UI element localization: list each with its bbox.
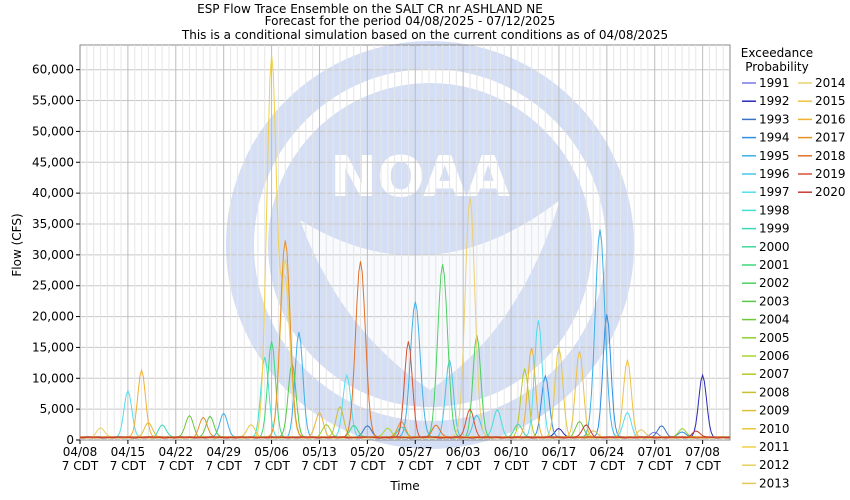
legend-label-2001: 2001: [759, 258, 790, 272]
x-tick-time: 7 CDT: [62, 459, 99, 473]
legend-label-2011: 2011: [759, 440, 790, 454]
plot-area: [79, 44, 731, 441]
legend-label-1996: 1996: [759, 167, 790, 181]
legend-label-1997: 1997: [759, 185, 790, 199]
x-tick-date: 06/10: [494, 445, 529, 459]
x-tick-date: 05/06: [254, 445, 289, 459]
chart-title: ESP Flow Trace Ensemble on the SALT CR n…: [197, 2, 543, 16]
legend-label-2009: 2009: [759, 404, 790, 418]
x-tick-time: 7 CDT: [349, 459, 386, 473]
x-tick-date: 07/01: [637, 445, 672, 459]
y-tick-label: 15,000: [32, 340, 74, 354]
x-tick-date: 05/20: [350, 445, 385, 459]
legend-label-1999: 1999: [759, 222, 790, 236]
legend-label-2015: 2015: [815, 94, 846, 108]
x-tick-time: 7 CDT: [397, 459, 434, 473]
legend-label-2016: 2016: [815, 112, 846, 126]
legend: 1991 1992 1993 1994 1995 1996 1997 1998 1999 2000…: [742, 76, 846, 490]
legend-label-2012: 2012: [759, 458, 790, 472]
legend-label-1994: 1994: [759, 131, 790, 145]
legend-label-2007: 2007: [759, 367, 790, 381]
x-tick-date: 07/08: [685, 445, 720, 459]
y-tick-label: 40,000: [32, 186, 74, 200]
series-lines: [79, 54, 731, 439]
x-tick-time: 7 CDT: [445, 459, 482, 473]
legend-label-1993: 1993: [759, 112, 790, 126]
legend-label-2019: 2019: [815, 167, 846, 181]
legend-label-2003: 2003: [759, 294, 790, 308]
x-tick-date: 06/03: [446, 445, 481, 459]
x-tick-date: 05/27: [398, 445, 433, 459]
y-tick-label: 50,000: [32, 124, 74, 138]
legend-label-2004: 2004: [759, 313, 790, 327]
y-tick-label: 10,000: [32, 371, 74, 385]
legend-label-2008: 2008: [759, 385, 790, 399]
x-tick-date: 04/22: [158, 445, 193, 459]
x-tick-time: 7 CDT: [301, 459, 338, 473]
y-tick-label: 0: [66, 433, 74, 447]
legend-label-1995: 1995: [759, 149, 790, 163]
y-tick-label: 5,000: [40, 402, 74, 416]
x-tick-date: 06/17: [542, 445, 577, 459]
x-tick-time: 7 CDT: [541, 459, 578, 473]
legend-title-line-2: Probability: [745, 60, 808, 74]
y-tick-label: 25,000: [32, 279, 74, 293]
legend-label-2020: 2020: [815, 185, 846, 199]
x-tick-time: 7 CDT: [205, 459, 242, 473]
legend-label-2002: 2002: [759, 276, 790, 290]
y-tick-label: 55,000: [32, 94, 74, 108]
legend-label-1991: 1991: [759, 76, 790, 90]
legend-label-2018: 2018: [815, 149, 846, 163]
x-tick-time: 7 CDT: [253, 459, 290, 473]
y-axis: 0 5,000 10,000 15,000 20,000 25,000 30,000 35,0…: [32, 63, 80, 447]
noaa-watermark-bird: [300, 200, 560, 390]
series-line-2020: [79, 424, 731, 439]
legend-label-1998: 1998: [759, 203, 790, 217]
x-tick-date: 04/08: [63, 445, 98, 459]
x-tick-time: 7 CDT: [110, 459, 147, 473]
chart-subtitle-1: Forecast for the period 04/08/2025 - 07/…: [265, 14, 556, 28]
y-tick-label: 35,000: [32, 217, 74, 231]
legend-label-2000: 2000: [759, 240, 790, 254]
legend-label-2014: 2014: [815, 76, 846, 90]
legend-label-2013: 2013: [759, 476, 790, 490]
legend-label-1992: 1992: [759, 94, 790, 108]
y-tick-label: 30,000: [32, 248, 74, 262]
chart-subtitle-2: This is a conditional simulation based o…: [181, 28, 668, 42]
x-tick-time: 7 CDT: [637, 459, 674, 473]
x-tick-date: 04/29: [206, 445, 241, 459]
x-tick-time: 7 CDT: [493, 459, 530, 473]
y-tick-label: 45,000: [32, 155, 74, 169]
legend-title-line-1: Exceedance: [741, 46, 813, 60]
x-tick-date: 05/13: [302, 445, 337, 459]
legend-label-2005: 2005: [759, 331, 790, 345]
legend-label-2010: 2010: [759, 422, 790, 436]
legend-label-2017: 2017: [815, 131, 846, 145]
y-tick-label: 60,000: [32, 63, 74, 77]
y-tick-label: 20,000: [32, 310, 74, 324]
x-tick-time: 7 CDT: [158, 459, 195, 473]
x-axis-label: Time: [389, 479, 419, 493]
x-tick-date: 04/15: [111, 445, 146, 459]
legend-label-2006: 2006: [759, 349, 790, 363]
y-axis-label: Flow (CFS): [10, 213, 24, 276]
x-tick-date: 06/24: [590, 445, 625, 459]
x-tick-time: 7 CDT: [589, 459, 626, 473]
x-tick-time: 7 CDT: [684, 459, 721, 473]
